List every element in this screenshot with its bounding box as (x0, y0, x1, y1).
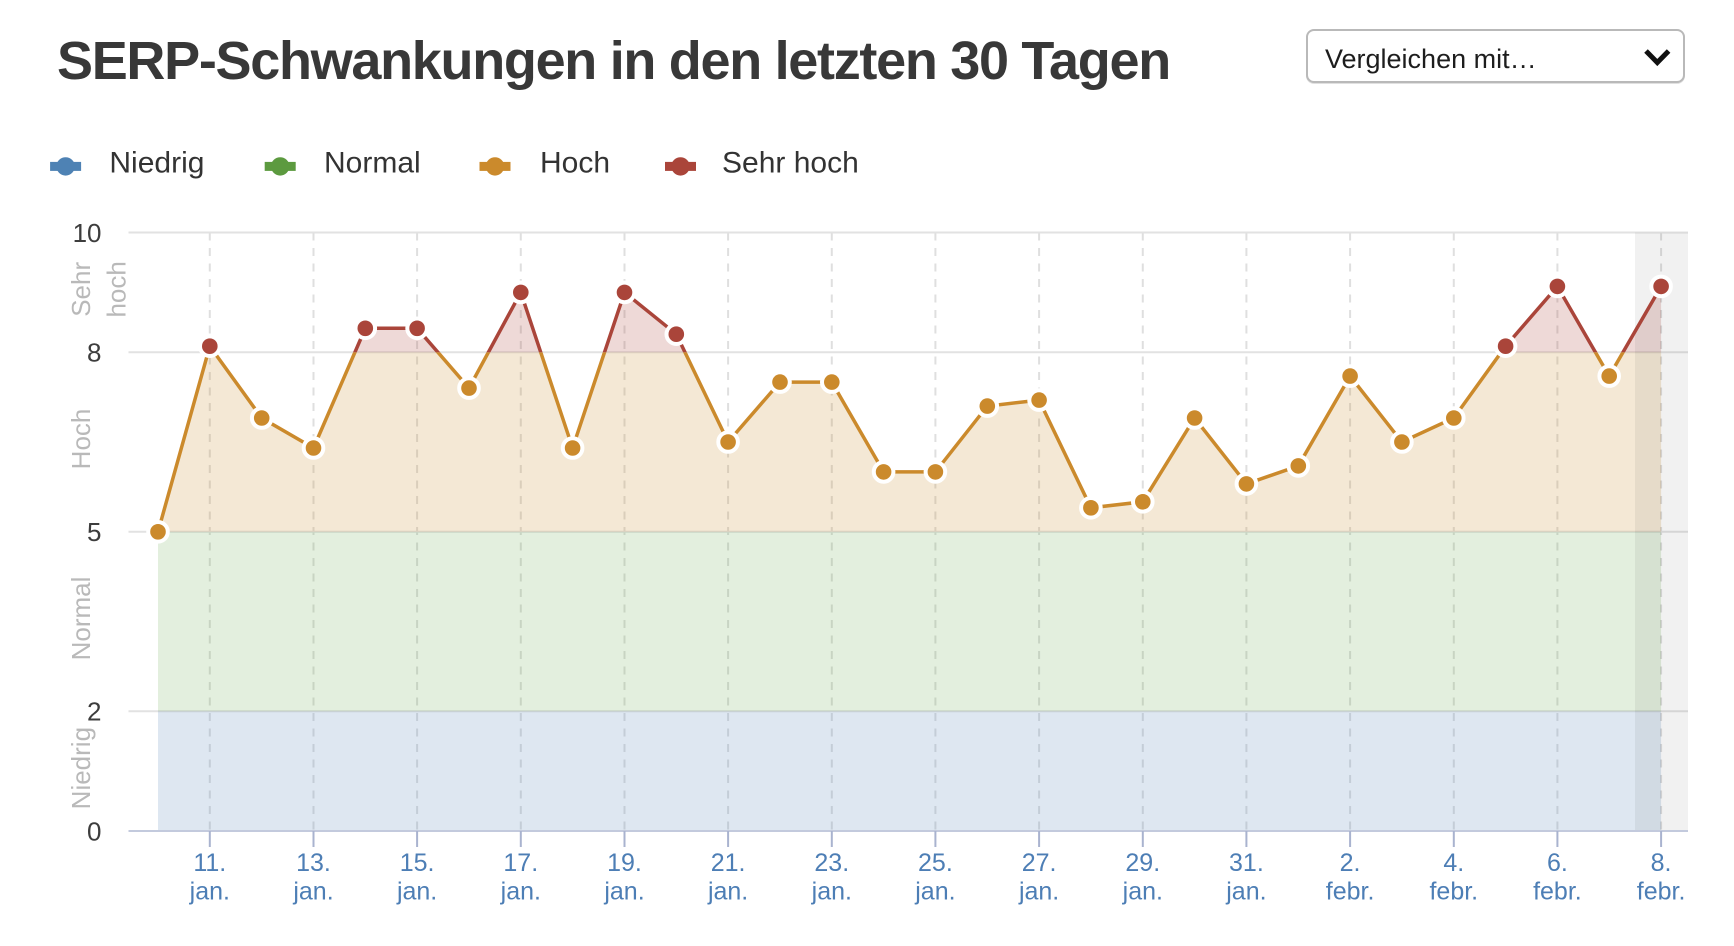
svg-text:8: 8 (87, 338, 101, 368)
svg-text:10: 10 (73, 218, 102, 248)
svg-text:31.: 31. (1229, 849, 1264, 877)
svg-text:15.: 15. (400, 849, 435, 877)
svg-text:Niedrig: Niedrig (109, 147, 204, 180)
svg-text:Hoch: Hoch (540, 147, 610, 180)
svg-text:Sehr hoch: Sehr hoch (722, 147, 859, 180)
svg-text:jan.: jan. (189, 878, 230, 906)
svg-text:5: 5 (87, 517, 101, 547)
svg-text:Niedrig: Niedrig (66, 727, 96, 809)
svg-text:2.: 2. (1340, 849, 1361, 877)
svg-text:febr.: febr. (1429, 878, 1478, 906)
svg-text:17.: 17. (503, 849, 538, 877)
svg-text:jan.: jan. (1122, 878, 1163, 906)
svg-text:jan.: jan. (500, 878, 541, 906)
svg-text:jan.: jan. (603, 878, 644, 906)
svg-text:jan.: jan. (914, 878, 955, 906)
svg-text:4.: 4. (1443, 849, 1464, 877)
svg-text:febr.: febr. (1326, 878, 1375, 906)
svg-text:8.: 8. (1651, 849, 1672, 877)
svg-text:febr.: febr. (1637, 878, 1686, 906)
svg-text:jan.: jan. (292, 878, 333, 906)
svg-text:Hoch: Hoch (66, 409, 96, 470)
svg-text:jan.: jan. (707, 878, 748, 906)
svg-text:Normal: Normal (324, 147, 421, 180)
svg-text:19.: 19. (607, 849, 642, 877)
svg-text:2: 2 (87, 697, 101, 727)
svg-text:febr.: febr. (1533, 878, 1582, 906)
svg-text:jan.: jan. (1225, 878, 1266, 906)
svg-text:29.: 29. (1125, 849, 1160, 877)
svg-text:hoch: hoch (102, 261, 132, 317)
svg-text:25.: 25. (918, 849, 953, 877)
svg-text:13.: 13. (296, 849, 331, 877)
svg-text:jan.: jan. (396, 878, 437, 906)
svg-text:0: 0 (87, 816, 101, 846)
svg-text:Sehr: Sehr (66, 262, 96, 317)
svg-text:27.: 27. (1022, 849, 1057, 877)
svg-text:11.: 11. (193, 849, 226, 877)
svg-text:23.: 23. (814, 849, 849, 877)
svg-text:Normal: Normal (66, 577, 96, 661)
svg-text:jan.: jan. (1018, 878, 1059, 906)
svg-text:6.: 6. (1547, 849, 1568, 877)
svg-text:21.: 21. (711, 849, 746, 877)
svg-text:jan.: jan. (811, 878, 852, 906)
